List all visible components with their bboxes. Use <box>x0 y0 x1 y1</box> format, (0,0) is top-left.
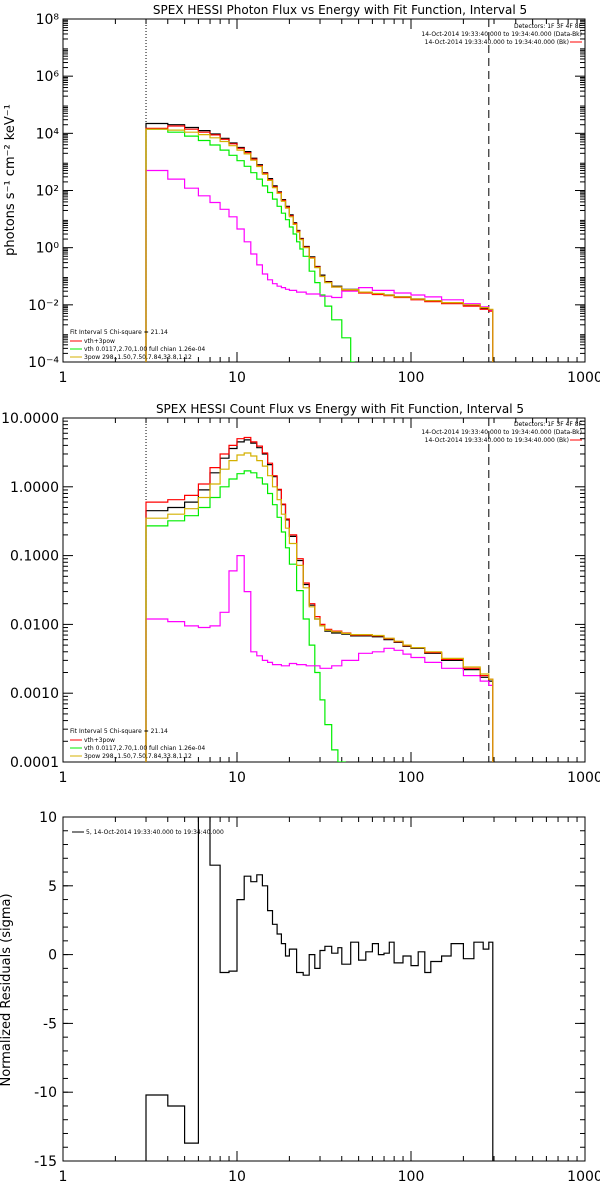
y-tick-label: 5 <box>48 879 57 895</box>
plot-frame <box>62 816 586 1162</box>
y-tick-label: 10⁻⁴ <box>28 355 59 371</box>
y-tick-label: -15 <box>34 1154 57 1170</box>
y-tick-label: 1.0000 <box>10 480 59 496</box>
y-tick-label: 0.0010 <box>10 686 59 702</box>
y-tick-label: 0.0100 <box>10 617 59 633</box>
legend-3pow: 3pow 298.,1.50,7.50,7.84,33.8,1.12 <box>84 354 192 361</box>
photon-flux-panel: SPEX HESSI Photon Flux vs Energy with Fi… <box>3 3 600 386</box>
x-tick-label: 1 <box>59 1169 68 1185</box>
legend-fit-interval: Fit Interval 5 Chi-square = 21.14 <box>70 728 168 735</box>
series-vth-3pow <box>145 122 494 362</box>
series-bk <box>145 128 494 362</box>
y-tick-label: 10⁴ <box>36 126 60 142</box>
legend-vth: vth 0.0117,2.70,1.00 full chian 1.26e-04 <box>84 745 205 752</box>
series-vth <box>145 128 355 362</box>
x-tick-label: 100 <box>398 770 425 786</box>
y-tick-label: 10⁶ <box>36 69 60 85</box>
residuals-panel: 1 10 100 1000 -15 -10 -5 0 5 10 Normalized Residu… <box>0 810 600 1185</box>
count-legend-bottom: Fit Interval 5 Chi-square = 21.14 vth+3p… <box>70 728 205 760</box>
y-tick-label: 10.0000 <box>1 411 59 427</box>
legend-data-bk: 14-Oct-2014 19:33:40.000 to 19:34:40.000… <box>421 429 582 436</box>
series-bk <box>145 452 494 762</box>
series-5-14-oct-2014-19-33-40-000-to-19-34-40-000 <box>145 817 494 1161</box>
x-tick-label: 1 <box>59 770 68 786</box>
photon-y-axis-label: photons s⁻¹ cm⁻² keV⁻¹ <box>3 104 18 256</box>
series-vth <box>145 470 346 762</box>
plot-frame <box>62 417 586 763</box>
legend-fit-interval: Fit Interval 5 Chi-square = 21.14 <box>70 329 168 336</box>
photon-legend-bottom: Fit Interval 5 Chi-square = 21.14 vth+3p… <box>70 329 205 361</box>
count-flux-panel: SPEX HESSI Count Flux vs Energy with Fit… <box>1 402 600 786</box>
legend-vth: vth 0.0117,2.70,1.00 full chian 1.26e-04 <box>84 346 205 353</box>
x-tick-label: 1000 <box>567 1169 600 1185</box>
series-3pow <box>145 555 494 762</box>
count-plot-area: 1 10 100 1000 0.0001 0.0010 0.0100 0.1000 1.0000… <box>1 411 600 786</box>
x-tick-label: 1 <box>59 370 68 386</box>
residuals-plot-area: 1 10 100 1000 -15 -10 -5 0 5 10 <box>34 810 600 1185</box>
y-tick-label: -5 <box>43 1016 57 1032</box>
x-tick-label: 100 <box>398 370 425 386</box>
legend-data-bk: 14-Oct-2014 19:33:40.000 to 19:34:40.000… <box>421 31 582 38</box>
y-tick-label: 0.1000 <box>10 549 59 565</box>
legend-bk: 14-Oct-2014 19:33:40.000 to 19:34:40.000… <box>425 39 569 46</box>
x-tick-label: 1000 <box>567 770 600 786</box>
photon-legend-top: Detectors: 1F 3F 4F 8F 14-Oct-2014 19:33… <box>421 23 582 46</box>
x-tick-label: 100 <box>398 1169 425 1185</box>
y-tick-label: 0.0001 <box>10 755 59 771</box>
y-tick-label: 10⁻² <box>28 298 59 314</box>
series-3pow <box>145 169 494 362</box>
legend-bk: 14-Oct-2014 19:33:40.000 to 19:34:40.000… <box>425 437 569 444</box>
plot-frame <box>62 18 586 363</box>
x-tick-label: 10 <box>228 770 246 786</box>
count-legend-top: Detectors: 1F 3F 4F 8F 14-Oct-2014 19:33… <box>421 421 582 444</box>
x-tick-label: 1000 <box>567 370 600 386</box>
legend-vth3pow: vth+3pow <box>84 338 115 345</box>
legend-3pow: 3pow 298.,1.50,7.50,7.84,33.8,1.12 <box>84 753 192 760</box>
photon-chart-title: SPEX HESSI Photon Flux vs Energy with Fi… <box>153 3 527 17</box>
photon-plot-area: 1 10 100 1000 10⁻⁴ 10⁻² 10⁰ 10² 10⁴ 10⁶ 10⁸ <box>28 12 600 386</box>
y-tick-label: 10⁰ <box>36 241 60 257</box>
series-data-bk <box>145 436 494 762</box>
residuals-legend: 5, 14-Oct-2014 19:33:40.000 to 19:34:40.… <box>72 829 224 836</box>
legend-detectors: Detectors: 1F 3F 4F 8F <box>514 23 583 30</box>
y-tick-label: 0 <box>48 948 57 964</box>
legend-detectors: Detectors: 1F 3F 4F 8F <box>514 421 583 428</box>
legend-residual: 5, 14-Oct-2014 19:33:40.000 to 19:34:40.… <box>86 829 224 836</box>
count-chart-title: SPEX HESSI Count Flux vs Energy with Fit… <box>156 402 524 416</box>
residuals-y-axis-label: Normalized Residuals (sigma) <box>0 893 14 1086</box>
legend-vth3pow: vth+3pow <box>84 737 115 744</box>
y-tick-label: 10 <box>39 810 57 826</box>
x-tick-label: 10 <box>228 370 246 386</box>
y-tick-label: 10⁸ <box>36 12 60 28</box>
x-tick-label: 10 <box>228 1169 246 1185</box>
y-tick-label: 10² <box>36 184 59 200</box>
y-tick-label: -10 <box>34 1085 57 1101</box>
series-data-bk <box>145 125 494 362</box>
